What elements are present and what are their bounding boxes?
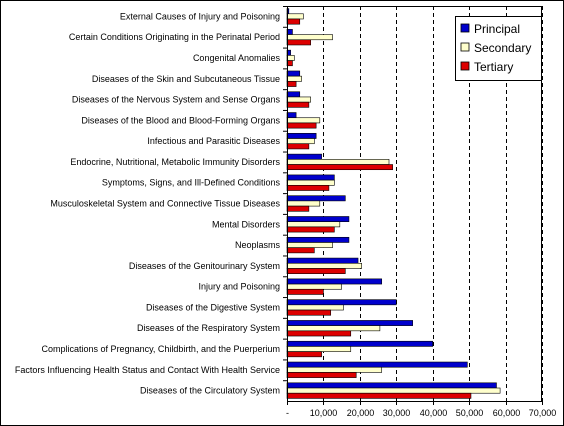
category-label: Diseases of the Genitourinary System	[129, 261, 280, 271]
bar-tertiary	[286, 247, 315, 254]
bar-secondary	[286, 13, 304, 20]
bar-secondary	[286, 242, 333, 248]
bar-tertiary	[286, 392, 472, 399]
bar-secondary	[286, 221, 341, 228]
bar-tertiary	[286, 226, 335, 233]
plot-border	[287, 6, 542, 402]
category-label: Factors Influencing Health Status and Co…	[15, 365, 280, 375]
category-label: Congenital Anomalies	[193, 53, 281, 63]
bar-secondary	[286, 304, 344, 311]
category-label: Neoplasms	[235, 240, 281, 250]
bar-tertiary	[286, 101, 310, 108]
bar-secondary	[286, 200, 321, 207]
bar-secondary	[286, 75, 302, 82]
legend-label: Principal	[474, 22, 520, 36]
category-label: Certain Conditions Originating in the Pe…	[69, 32, 280, 42]
bar-secondary	[286, 117, 321, 124]
bar-secondary	[286, 138, 315, 145]
bar-secondary	[286, 262, 362, 269]
bar-tertiary	[286, 164, 393, 171]
x-tick-label: 40,000	[420, 408, 448, 418]
category-label: Diseases of the Circulatory System	[140, 386, 280, 396]
bar-principal	[286, 70, 301, 77]
x-tick-label: 60,000	[493, 408, 521, 418]
bar-secondary	[286, 159, 390, 165]
bar-tertiary	[286, 205, 310, 212]
category-label: Injury and Poisoning	[198, 282, 280, 292]
category-label: External Causes of Injury and Poisoning	[120, 11, 280, 21]
x-tick-label: 30,000	[383, 408, 411, 418]
bar-principal	[286, 257, 359, 264]
bar-secondary	[286, 55, 295, 61]
bar-secondary	[286, 366, 383, 373]
bar-secondary	[286, 179, 335, 186]
x-tick-label: 10,000	[310, 408, 338, 418]
bar-tertiary	[286, 81, 297, 87]
bar-principal	[286, 216, 350, 222]
bar-tertiary	[286, 185, 330, 191]
bar-principal	[286, 174, 335, 181]
legend-swatch	[460, 42, 470, 52]
bar-tertiary	[286, 268, 346, 274]
bar-tertiary	[286, 372, 357, 378]
bar-tertiary	[286, 18, 301, 25]
bar-secondary	[286, 283, 342, 290]
x-tick-label: 70,000	[529, 408, 557, 418]
bar-principal	[286, 195, 346, 202]
bar-principal	[286, 153, 322, 160]
x-tick-label: -	[286, 408, 289, 418]
legend-swatch	[460, 61, 470, 71]
bar-tertiary	[286, 309, 332, 316]
bar-principal	[286, 299, 397, 306]
legend-swatch	[460, 23, 470, 33]
bar-tertiary	[286, 288, 324, 295]
bar-secondary	[286, 387, 501, 394]
category-label: Musculoskeletal System and Connective Ti…	[50, 199, 280, 209]
legend-label: Tertiary	[474, 60, 513, 74]
legend-box	[455, 16, 542, 81]
bar-tertiary	[286, 122, 317, 129]
category-label: Diseases of the Blood and Blood-Forming …	[81, 115, 280, 125]
bar-tertiary	[286, 351, 322, 358]
x-tick-label: 20,000	[347, 408, 375, 418]
bar-principal	[286, 91, 301, 98]
bar-tertiary	[286, 330, 352, 337]
bar-principal	[286, 112, 297, 119]
bar-principal	[286, 382, 497, 389]
bar-principal	[286, 361, 468, 368]
bar-principal	[286, 236, 350, 243]
category-label: Complications of Pregnancy, Childbirth, …	[42, 344, 280, 354]
bar-secondary	[286, 34, 333, 41]
bar-principal	[286, 320, 413, 326]
bar-principal	[286, 278, 383, 285]
category-label: Endocrine, Nutritional, Metabolic Immuni…	[70, 157, 280, 167]
category-label: Diseases of the Respiratory System	[137, 323, 280, 333]
category-label: Symptoms, Signs, and Ill-Defined Conditi…	[102, 178, 281, 188]
bar-tertiary	[286, 39, 311, 46]
legend-label: Secondary	[474, 41, 531, 55]
category-label: Mental Disorders	[212, 219, 281, 229]
category-label: Diseases of the Nervous System and Sense…	[72, 95, 281, 105]
category-label: Diseases of the Skin and Subcutaneous Ti…	[92, 74, 280, 84]
bar-principal	[286, 133, 317, 139]
category-label: Infectious and Parasitic Diseases	[147, 136, 280, 146]
bar-secondary	[286, 96, 311, 103]
x-tick-label: 50,000	[456, 408, 484, 418]
bar-principal	[286, 340, 434, 347]
bar-secondary	[286, 346, 352, 352]
category-label: Diseases of the Digestive System	[146, 302, 280, 312]
bar-tertiary	[286, 143, 310, 150]
bar-secondary	[286, 325, 381, 332]
